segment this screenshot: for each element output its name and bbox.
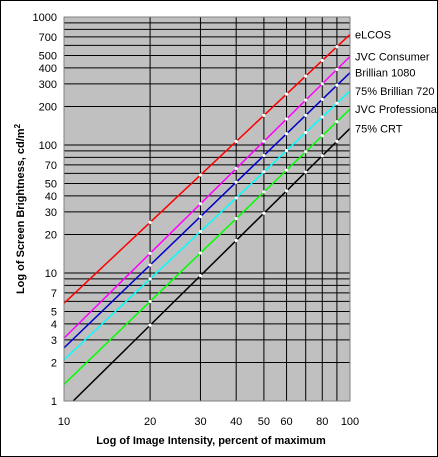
- data-point: [284, 132, 289, 136]
- y-tick-label: 7: [51, 288, 57, 300]
- legend-entry: JVC Consumer: [355, 52, 430, 64]
- data-point: [198, 274, 203, 278]
- data-point: [148, 251, 152, 255]
- data-point: [320, 82, 324, 86]
- data-point: [234, 196, 238, 200]
- data-point: [262, 211, 266, 215]
- data-point: [335, 83, 339, 87]
- x-tick-labels: 10 20 30 40 50 60 80 100: [58, 416, 359, 428]
- legend-entry: JVC Professional: [355, 104, 438, 116]
- y-axis-label: Log of Screen Brightness, cd/m2: [13, 123, 27, 294]
- data-point: [320, 97, 324, 101]
- x-tick-label: 60: [280, 416, 292, 428]
- data-point: [198, 173, 203, 177]
- y-tick-label: 20: [45, 229, 57, 241]
- y-tick-label: 500: [39, 51, 57, 63]
- series-markers: [148, 45, 339, 327]
- y-tick-label: 40: [45, 191, 57, 203]
- legend-entry: Brillian 1080: [355, 68, 416, 80]
- data-point: [304, 74, 308, 78]
- data-point: [335, 67, 339, 71]
- y-tick-label: 10: [45, 268, 57, 280]
- data-point: [198, 251, 203, 255]
- data-point: [284, 148, 289, 153]
- x-tick-label: 40: [230, 416, 242, 428]
- data-point: [148, 299, 152, 304]
- series-line-3: [63, 90, 351, 361]
- data-point: [234, 217, 238, 221]
- data-point: [234, 139, 238, 144]
- data-point: [304, 150, 308, 154]
- data-point: [148, 220, 152, 224]
- legend: eLCOS JVC Consumer Brillian 1080 75% Brilli…: [355, 29, 438, 135]
- legend-entry: 75% Brillian 720: [355, 86, 435, 98]
- data-point: [304, 130, 308, 135]
- data-point: [234, 238, 238, 243]
- data-point: [262, 113, 266, 117]
- data-point: [234, 180, 238, 184]
- data-point: [335, 139, 339, 143]
- y-tick-label: 1000: [33, 12, 57, 24]
- data-point: [284, 117, 289, 121]
- y-tick-label: 3: [51, 335, 57, 347]
- series-line-0: [63, 33, 351, 304]
- data-point: [335, 101, 339, 105]
- y-tick-label: 5: [51, 307, 57, 319]
- data-point: [284, 168, 289, 172]
- y-tick-label: 70: [45, 160, 57, 172]
- legend-entry: eLCOS: [355, 29, 391, 41]
- series-line-4: [63, 108, 351, 385]
- y-tick-label: 100: [39, 140, 57, 152]
- data-point: [198, 214, 203, 219]
- data-point: [320, 115, 324, 119]
- data-point: [262, 170, 266, 174]
- plot-border: [63, 16, 351, 402]
- plot-area: [64, 17, 350, 401]
- data-point: [284, 92, 289, 96]
- x-tick-label: 30: [194, 416, 206, 428]
- x-tick-label: 100: [341, 416, 359, 428]
- data-point: [304, 170, 308, 174]
- y-tick-label: 50: [45, 179, 57, 191]
- y-tick-label: 400: [39, 63, 57, 75]
- y-tick-label: 30: [45, 207, 57, 219]
- data-point: [335, 120, 339, 124]
- data-point: [198, 202, 203, 206]
- x-tick-label: 20: [144, 416, 156, 428]
- series-line-2: [63, 72, 351, 349]
- legend-entry: 75% CRT: [355, 123, 403, 135]
- y-tick-label: 300: [39, 79, 57, 91]
- y-axis-label-text: Log of Screen Brightness, cd/m: [15, 128, 27, 294]
- data-point: [198, 229, 203, 234]
- y-tick-label: 1: [51, 396, 57, 408]
- x-tick-label: 10: [58, 416, 70, 428]
- data-point: [304, 98, 308, 102]
- data-point: [320, 134, 324, 138]
- data-point: [148, 277, 152, 281]
- y-tick-label: 700: [39, 32, 57, 44]
- data-point: [234, 166, 238, 171]
- y-tick-label: 200: [39, 101, 57, 113]
- x-tick-label: 50: [258, 416, 270, 428]
- data-point: [284, 189, 289, 193]
- data-point: [320, 154, 324, 158]
- data-point: [320, 58, 324, 63]
- y-tick-label: 2: [51, 357, 57, 369]
- x-tick-label: 80: [316, 416, 328, 428]
- data-point: [148, 263, 152, 267]
- data-point: [262, 139, 266, 143]
- data-point: [335, 45, 339, 49]
- series-line-5: [72, 127, 351, 402]
- data-point: [304, 113, 308, 117]
- data-point: [262, 153, 266, 158]
- series-line-1: [63, 55, 351, 339]
- data-point: [148, 323, 152, 327]
- y-tick-label: 4: [51, 319, 57, 331]
- series-lines: [63, 33, 351, 402]
- x-axis-label: Log of Image Intensity, percent of maxim…: [96, 435, 326, 447]
- y-axis-label-superscript: 2: [13, 123, 22, 128]
- data-point: [262, 190, 266, 194]
